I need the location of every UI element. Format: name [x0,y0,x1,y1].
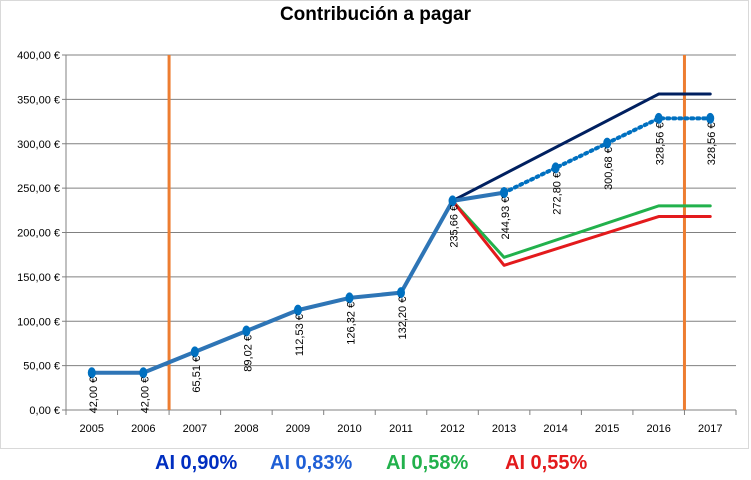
data-label: 328,56 € [655,122,667,165]
legend-ai-058: AI 0,58% [386,452,469,474]
x-tick-label: 2009 [286,423,310,435]
data-label: 42,00 € [139,377,151,414]
data-point [551,162,560,174]
y-tick-label: 250,00 € [17,183,60,195]
data-label: 300,68 € [603,147,615,190]
series-line-ai_090 [451,92,712,203]
data-point [654,112,663,124]
data-point [190,346,199,358]
data-label: 89,02 € [242,335,254,372]
x-tick-label: 2011 [389,423,413,435]
data-label: 328,56 € [706,122,718,165]
data-point [345,292,354,304]
y-tick-label: 200,00 € [17,228,60,240]
data-label: 42,00 € [88,377,100,414]
vertical-markers [167,55,686,410]
data-point [500,187,509,199]
x-tick-label: 2005 [80,423,104,435]
y-tick-label: 150,00 € [17,272,60,284]
data-point [293,304,302,316]
legend: AI 0,90% AI 0,83% AI 0,58% AI 0,55% [0,452,751,480]
data-point [139,367,148,379]
x-tick-label: 2016 [646,423,670,435]
data-label: 235,66 € [449,205,461,248]
x-tick-label: 2014 [543,423,567,435]
data-label: 112,53 € [294,314,306,356]
data-label: 65,51 € [191,356,203,393]
chart-title: Contribución a pagar [279,4,472,25]
y-axis: 0,00 € 50,00 € 100,00 € 150,00 € 200,00 € 250… [17,50,67,417]
data-point [87,367,96,379]
y-tick-label: 0,00 € [29,405,60,417]
legend-ai-090: AI 0,90% [155,452,238,474]
series-markers [87,112,715,379]
gridlines [66,54,736,411]
y-tick-label: 100,00 € [17,316,60,328]
data-point [242,325,251,337]
data-labels: 272,80 € 300,68 € 328,56 € 328,56 € 42,00 € 4… [88,122,718,413]
line-chart: 0,00 € 50,00 € 100,00 € 150,00 € 200,00 € 250… [0,0,749,449]
x-tick-label: 2013 [492,423,516,435]
x-tick-label: 2015 [595,423,619,435]
x-tick-label: 2017 [698,423,722,435]
data-label: 272,80 € [552,172,564,215]
y-tick-label: 350,00 € [17,94,60,106]
data-label: 244,93 € [500,197,512,240]
x-tick-label: 2010 [337,423,361,435]
chart-border [0,0,749,449]
y-tick-label: 50,00 € [23,361,60,373]
series-line-ai_058 [451,199,712,259]
data-label: 132,20 € [397,297,409,340]
x-tick-label: 2006 [131,423,155,435]
data-point [603,137,612,149]
legend-ai-055: AI 0,55% [505,452,588,474]
data-label: 126,32 € [345,302,357,345]
series-line-ai_055 [451,199,712,267]
data-point [706,112,715,124]
y-tick-label: 300,00 € [17,139,60,151]
data-point [448,195,457,207]
data-point [397,287,405,299]
x-axis: 2005 2006 2007 2008 2009 2010 2011 2012 2013 2014… [65,410,737,435]
x-tick-label: 2008 [234,423,258,435]
legend-ai-083: AI 0,83% [270,452,353,474]
x-tick-label: 2012 [440,423,464,435]
y-tick-label: 400,00 € [17,50,60,62]
x-tick-label: 2007 [183,423,207,435]
